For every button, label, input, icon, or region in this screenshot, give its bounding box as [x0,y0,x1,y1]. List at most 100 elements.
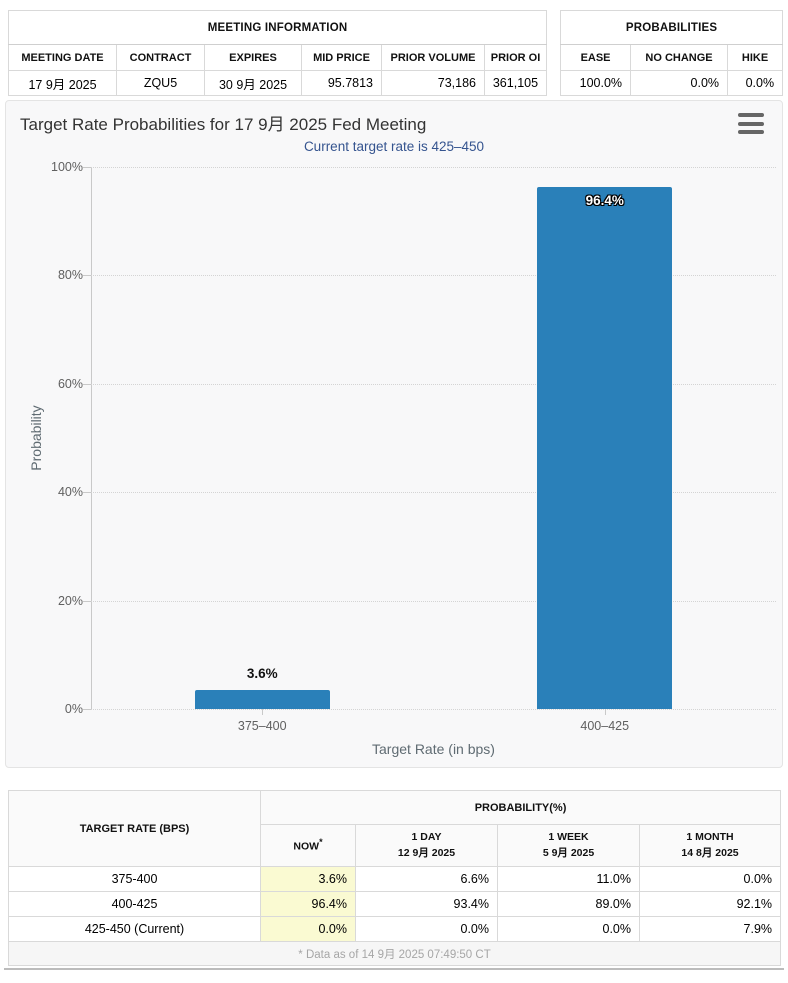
one-week-label: 1 WEEK [548,830,589,843]
y-tick-label: 20% [57,593,83,608]
x-category-label: 400–425 [580,719,630,733]
one-week-date: 5 9月 2025 [542,846,595,859]
row-1day-value: 6.6% [355,866,498,892]
meeting-info-title: MEETING INFORMATION [7,10,548,45]
chart-subtitle: Current target rate is 425–450 [303,139,485,154]
y-tick-label: 40% [57,485,83,500]
y-axis-tick [83,167,91,168]
row-now-value: 96.4% [260,891,356,917]
data-asof-footnote: * Data as of 14 9月 2025 07:49:50 CT [7,941,782,966]
top-summary-row: MEETING INFORMATION MEETING DATE CONTRAC… [7,10,784,96]
x-axis-tick [262,709,264,715]
row-1day-value: 93.4% [355,891,498,917]
chart-title: Target Rate Probabilities for 17 9月 2025… [20,115,427,134]
table-row: 425-450 (Current) 0.0% 0.0% 0.0% 7.9% [8,916,782,942]
menu-bar [738,113,764,117]
one-month-label: 1 MONTH [686,830,734,843]
y-tick-label: 80% [57,268,83,283]
prob-table-main-header: TARGET RATE (BPS) PROBABILITY(%) [8,790,782,867]
meeting-info-header-row: MEETING DATE CONTRACT EXPIRES MID PRICE … [8,44,548,71]
row-now-value: 0.0% [260,916,356,942]
y-tick-label: 0% [64,702,83,716]
bar-value-label: 3.6% [246,666,278,682]
header-meeting-date: MEETING DATE [8,44,117,71]
header-target-rate-bps: TARGET RATE (BPS) [8,790,261,867]
y-axis-line [91,167,92,709]
bar-value-label: 96.4% [585,192,624,208]
row-1week-value: 89.0% [497,891,640,917]
menu-bar [738,121,764,126]
probabilities-header-row: EASE NO CHANGE HIKE [560,44,784,71]
row-1week-value: 0.0% [497,916,640,942]
probabilities-data-row: 100.0% 0.0% 0.0% [560,70,784,96]
y-tick-label: 100% [51,160,83,174]
row-1week-value: 11.0% [497,866,640,892]
y-axis-tick [83,492,91,494]
header-prior-volume: PRIOR VOLUME [381,44,485,71]
table-row: 375-400 3.6% 6.6% 11.0% 0.0% [8,866,782,892]
probabilities-title: PROBABILITIES [560,10,784,45]
header-now: NOW* [260,824,356,867]
y-gridline [91,709,776,710]
row-target-rate: 400-425 [8,891,261,917]
row-target-rate: 375-400 [8,866,261,892]
header-hike: HIKE [727,44,784,71]
value-no-change: 0.0% [630,70,729,96]
value-mid-price: 95.7813 [301,70,382,96]
row-1month-value: 0.0% [638,866,782,892]
row-1month-value: 92.1% [638,891,782,917]
row-1month-value: 7.9% [638,916,782,942]
page-bottom-divider [4,968,784,970]
now-asterisk: * [319,836,323,847]
x-category-label: 375–400 [237,719,287,733]
header-no-change: NO CHANGE [630,44,729,71]
y-gridline [91,600,776,602]
meeting-info-table: MEETING INFORMATION MEETING DATE CONTRAC… [7,10,548,96]
meeting-info-data-row: 17 9月 2025 ZQU5 30 9月 2025 95.7813 73,18… [8,70,548,96]
row-1day-value: 0.0% [355,916,498,942]
table-row: 400-425 96.4% 93.4% 89.0% 92.1% [8,891,782,917]
value-prior-oi: 361,105 [483,70,548,96]
probability-bar[interactable] [537,186,673,709]
value-ease: 100.0% [560,70,632,96]
y-axis-title: Probability [28,405,44,471]
row-target-rate: 425-450 (Current) [8,916,261,942]
value-meeting-date: 17 9月 2025 [8,70,117,96]
probability-bar[interactable] [194,689,330,709]
y-axis-tick [83,275,91,277]
y-axis-tick [83,600,91,602]
y-axis-tick [83,709,91,710]
y-gridline [91,383,776,385]
history-probability-table: TARGET RATE (BPS) PROBABILITY(%) NOW* 1 … [7,790,782,966]
header-mid-price: MID PRICE [301,44,382,71]
value-expires: 30 9月 2025 [204,70,302,96]
probabilities-table: PROBABILITIES EASE NO CHANGE HIKE 100.0%… [560,10,784,96]
prob-table-sub-header: NOW* 1 DAY 12 9月 2025 1 WEEK 5 9月 2025 1 M… [9,824,782,867]
one-day-date: 12 9月 2025 [397,846,456,859]
header-1-day: 1 DAY 12 9月 2025 [355,824,498,867]
plot-area: 0% 20% 40% 60% 80% 100% 3.6% 375–400 96.4% 400–42… [51,160,776,733]
header-prior-oi: PRIOR OI [483,44,548,71]
value-prior-volume: 73,186 [381,70,485,96]
table-footer-row: * Data as of 14 9月 2025 07:49:50 CT [7,941,782,966]
header-ease: EASE [560,44,632,71]
target-rate-chart: Target Rate Probabilities for 17 9月 2025… [5,100,783,768]
value-hike: 0.0% [727,70,784,96]
row-now-value: 3.6% [260,866,356,892]
chart-menu-icon[interactable] [738,113,764,134]
now-label: NOW [293,840,320,853]
header-probability-pct: PROBABILITY(%) [259,790,782,825]
one-day-label: 1 DAY [411,830,442,843]
header-expires: EXPIRES [204,44,302,71]
x-axis-title: Target Rate (in bps) [372,741,495,757]
header-1-month: 1 MONTH 14 8月 2025 [638,824,782,867]
y-tick-label: 60% [57,376,83,391]
header-contract: CONTRACT [116,44,205,71]
header-1-week: 1 WEEK 5 9月 2025 [497,824,640,867]
one-month-date: 14 8月 2025 [681,846,739,859]
menu-bar [738,130,764,134]
y-gridline [91,275,776,277]
value-contract: ZQU5 [116,70,205,96]
y-gridline [91,167,776,168]
y-gridline [91,492,776,494]
